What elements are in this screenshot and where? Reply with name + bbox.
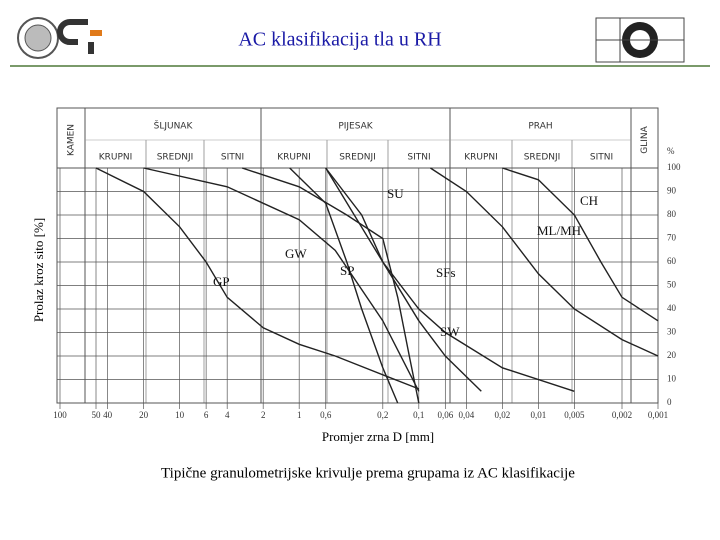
- band-label: ŠLJUNAK: [154, 120, 194, 132]
- x-tick-label: 0,005: [564, 410, 585, 420]
- x-tick-label: 50: [92, 410, 102, 420]
- band-part-label: SITNI: [590, 153, 613, 163]
- chart: KAMEN ŠLJUNAK KRUPNI SREDNJI SITNI PIJESAK KRU…: [31, 107, 681, 481]
- left-logo: [17, 17, 102, 59]
- y-tick-label: 40: [667, 303, 677, 313]
- curve-label: SP: [340, 263, 354, 278]
- band-part-label: KRUPNI: [277, 153, 311, 163]
- band-part-label: SITNI: [407, 153, 430, 163]
- x-tick-label: 20: [139, 410, 149, 420]
- band-label: GLINA: [640, 125, 650, 153]
- curve: [289, 167, 399, 404]
- slide-title: AC klasifikacija tla u RH: [238, 29, 441, 51]
- curve-label: GW: [285, 246, 307, 261]
- y-tick-label: 100: [667, 162, 681, 172]
- x-tick-label: 100: [53, 410, 67, 420]
- band-label: KAMEN: [67, 124, 77, 156]
- curve-label: ML/MH: [537, 223, 581, 238]
- x-tick-label: 0,002: [612, 410, 632, 420]
- band-part-label: KRUPNI: [99, 153, 133, 163]
- x-tick-label: 0,001: [648, 410, 668, 420]
- x-tick-label: 0,2: [377, 410, 388, 420]
- right-logo: [595, 17, 685, 63]
- x-axis-label: Promjer zrna D [mm]: [322, 429, 434, 444]
- curve-label: SFs: [436, 265, 456, 280]
- x-tick-label: 2: [261, 410, 266, 420]
- curve: [502, 167, 659, 322]
- x-tick-label: 0,02: [495, 410, 511, 420]
- x-tick-label: 40: [103, 410, 113, 420]
- curve: [241, 167, 420, 404]
- band-part-label: SREDNJI: [339, 153, 376, 163]
- band-part-label: SREDNJI: [157, 153, 194, 163]
- y-tick-label: 0: [667, 397, 672, 407]
- curve: [430, 167, 659, 357]
- curve: [325, 167, 575, 392]
- band-label: PIJESAK: [338, 122, 373, 132]
- curve: [95, 167, 420, 390]
- y-tick-label: 50: [667, 280, 677, 290]
- y-tick-label: 10: [667, 374, 677, 384]
- x-tick-label: 0,1: [413, 410, 424, 420]
- curve: [143, 167, 420, 392]
- x-tick-label: 0,01: [531, 410, 547, 420]
- curve: [325, 167, 482, 392]
- x-tick-label: 0,06: [437, 410, 453, 420]
- curve-label: GP: [213, 274, 230, 289]
- x-tick-label: 0,6: [320, 410, 332, 420]
- x-tick-label: 0,04: [459, 410, 475, 420]
- curve-label: SU: [387, 186, 404, 201]
- curve-label: CH: [580, 193, 598, 208]
- x-tick-label: 10: [175, 410, 185, 420]
- x-tick-label: 1: [297, 410, 302, 420]
- y-tick-label: 20: [667, 350, 677, 360]
- x-tick-label: 4: [225, 410, 230, 420]
- y-tick-label: 90: [667, 186, 677, 196]
- y-tick-label: 70: [667, 233, 677, 243]
- band-label: PRAH: [528, 122, 552, 132]
- band-part-label: KRUPNI: [464, 153, 498, 163]
- y-tick-label: 30: [667, 327, 677, 337]
- y-tick-label: 80: [667, 209, 677, 219]
- y-unit: %: [667, 146, 675, 156]
- y-axis-label: Prolaz kroz sito [%]: [31, 218, 46, 322]
- x-tick-label: 6: [204, 410, 209, 420]
- band-part-label: SITNI: [221, 153, 244, 163]
- caption: Tipične granulometrijske krivulje prema …: [161, 465, 575, 481]
- curve-label: SW: [440, 324, 460, 339]
- band-part-label: SREDNJI: [524, 153, 561, 163]
- y-tick-label: 60: [667, 256, 677, 266]
